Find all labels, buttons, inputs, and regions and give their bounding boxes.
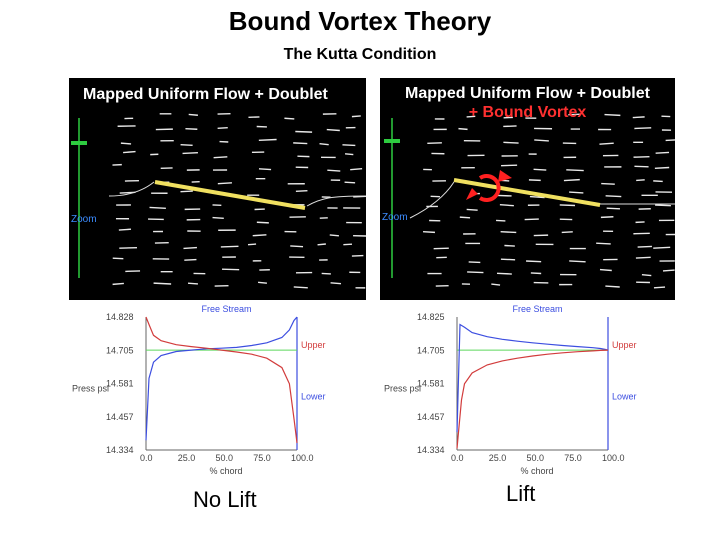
y-tick-label: 14.334 — [417, 445, 445, 455]
y-tick-label: 14.457 — [417, 412, 445, 422]
y-axis-label: Press psi — [384, 384, 421, 394]
chart-title: Free Stream — [513, 304, 563, 314]
x-tick-label: 50.0 — [216, 453, 234, 463]
y-tick-label: 14.581 — [106, 379, 134, 389]
y-tick-label: 14.705 — [417, 345, 445, 355]
airfoil-plate — [453, 178, 601, 207]
right-streamlines — [384, 113, 675, 289]
x-tick-label: 75.0 — [564, 453, 582, 463]
y-tick-label: 14.828 — [106, 312, 134, 322]
right-panel-label-line1: Mapped Uniform Flow + Doublet — [405, 85, 650, 102]
right-zoom-label: Zoom — [382, 212, 408, 223]
x-tick-label: 0.0 — [451, 453, 464, 463]
page-title: Bound Vortex Theory — [228, 6, 492, 36]
left-streamlines — [71, 112, 366, 289]
series-lower-line — [456, 349, 609, 449]
series-upper-line — [145, 316, 298, 441]
right-panel-label-line2: + Bound Vortex — [468, 104, 587, 121]
x-tick-label: 100.0 — [602, 453, 625, 463]
airfoil-plate — [154, 180, 306, 210]
trailing-streamline — [306, 195, 366, 207]
y-tick-label: 14.457 — [106, 412, 134, 422]
no-lift-label: No Lift — [193, 487, 257, 512]
left-pressure-chart: Free Stream 14.828 14.705 14.581 14.457 14.33… — [72, 304, 326, 476]
legend-upper: Upper — [612, 340, 637, 350]
y-tick-label: 14.825 — [417, 312, 445, 322]
series-upper-line — [456, 323, 609, 433]
legend-lower: Lower — [301, 391, 326, 401]
stagnation-streamline — [108, 181, 155, 197]
legend-upper: Upper — [301, 340, 326, 350]
chart-title: Free Stream — [202, 304, 252, 314]
x-axis-label: % chord — [210, 466, 243, 476]
lift-label: Lift — [506, 481, 536, 506]
left-flow-panel: Mapped Uniform Flow + Doublet Zoom — [69, 78, 366, 300]
x-tick-label: 25.0 — [489, 453, 507, 463]
y-axis-label: Press psi — [72, 384, 109, 394]
right-panel-label: Mapped Uniform Flow + Doublet + Bound Vo… — [386, 84, 669, 122]
y-tick-label: 14.581 — [417, 379, 445, 389]
left-zoom-label: Zoom — [71, 214, 97, 225]
stagnation-streamline — [409, 181, 455, 219]
bound-vortex-icon — [466, 170, 512, 202]
right-pressure-chart: Free Stream 14.825 14.705 14.581 14.457 14.33… — [384, 304, 637, 476]
right-flow-panel: Mapped Uniform Flow + Doublet + Bound Vo… — [380, 78, 675, 300]
y-tick-label: 14.705 — [106, 345, 134, 355]
x-axis-label: % chord — [521, 466, 554, 476]
legend-lower: Lower — [612, 391, 637, 401]
left-panel-label: Mapped Uniform Flow + Doublet — [83, 86, 328, 103]
x-tick-label: 25.0 — [178, 453, 196, 463]
x-tick-label: 0.0 — [140, 453, 153, 463]
x-tick-label: 100.0 — [291, 453, 314, 463]
flow-dashes — [423, 113, 675, 289]
y-tick-label: 14.334 — [106, 445, 134, 455]
series-lower-line — [145, 316, 298, 444]
x-tick-label: 50.0 — [527, 453, 545, 463]
flow-dashes — [112, 112, 366, 289]
x-tick-label: 75.0 — [253, 453, 271, 463]
page-subtitle: The Kutta Condition — [283, 46, 437, 63]
